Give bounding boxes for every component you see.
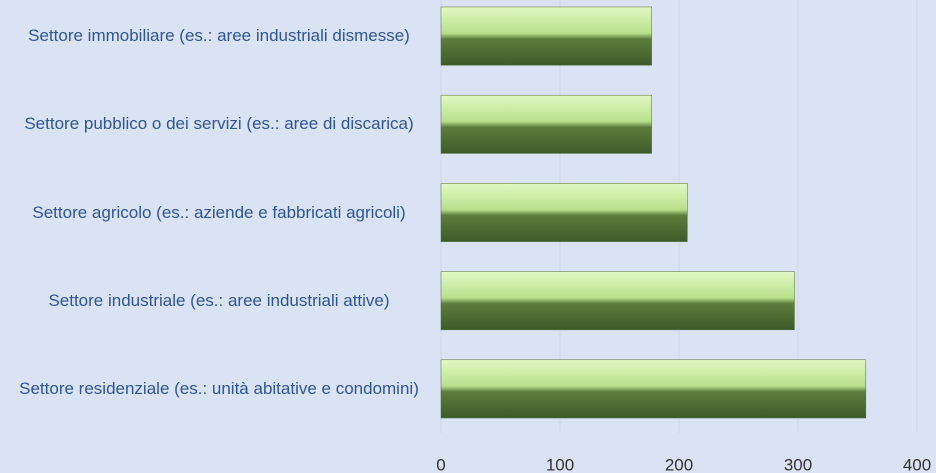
y-tick-label: Settore immobiliare (es.: aree industria… bbox=[28, 26, 410, 46]
bar bbox=[440, 271, 795, 331]
bar bbox=[440, 183, 688, 242]
bar bbox=[440, 94, 652, 154]
x-tick-label: 200 bbox=[665, 455, 693, 473]
bar bbox=[440, 6, 652, 66]
x-tick-label: 300 bbox=[784, 455, 812, 473]
x-tick-label: 0 bbox=[436, 455, 445, 473]
y-tick-label: Settore residenziale (es.: unità abitati… bbox=[19, 378, 419, 398]
bar bbox=[440, 359, 867, 419]
y-tick-label: Settore agricolo (es.: aziende e fabbric… bbox=[32, 202, 406, 222]
x-tick-label: 400 bbox=[903, 455, 931, 473]
y-tick-label: Settore pubblico o dei servizi (es.: are… bbox=[24, 114, 414, 134]
x-tick-label: 100 bbox=[546, 455, 574, 473]
y-tick-label: Settore industriale (es.: aree industria… bbox=[48, 290, 390, 310]
